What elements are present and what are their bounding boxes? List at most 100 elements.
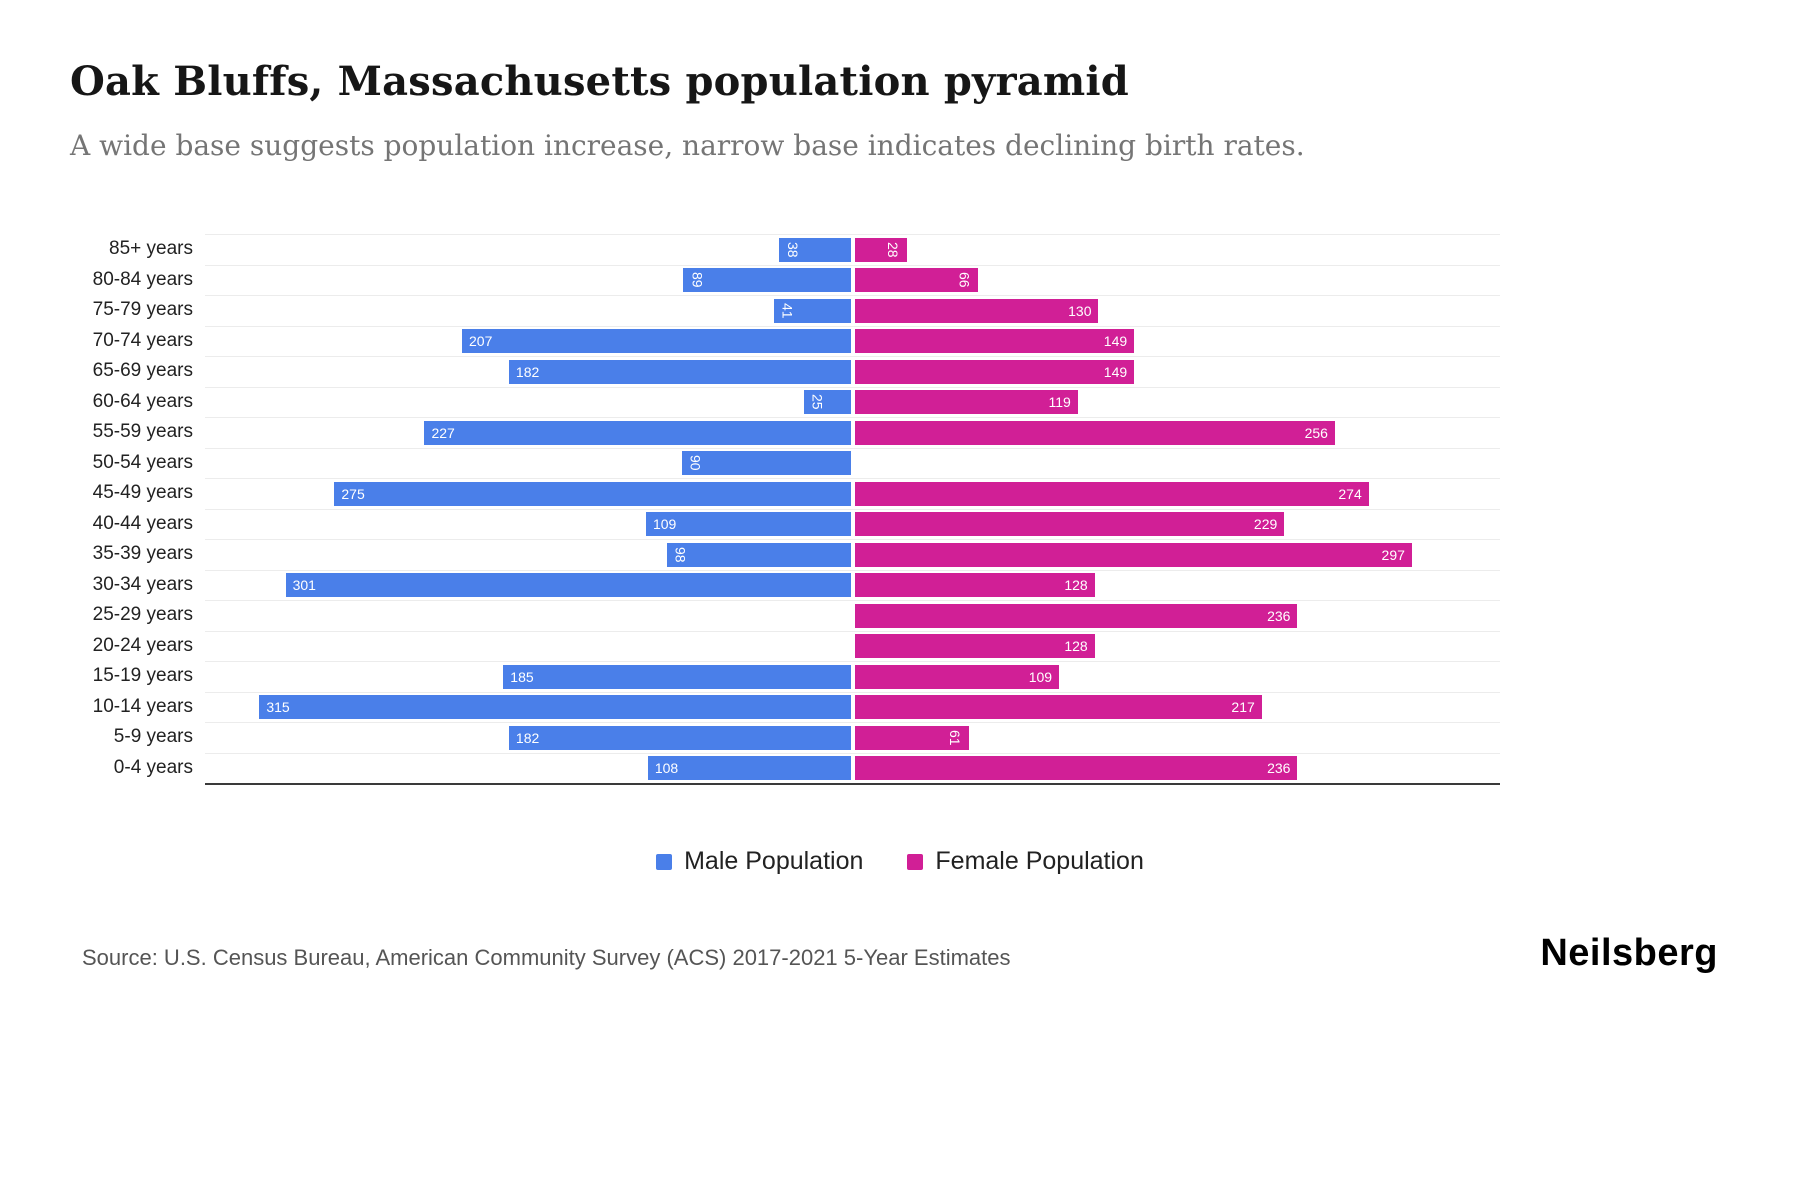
male-bar: 41 [773,298,851,323]
male-half: 98 [205,540,853,570]
male-half: 41 [205,296,853,326]
bar-value-label: 28 [885,241,902,258]
male-legend-label: Male Population [684,847,864,875]
female-bar: 109 [854,664,1060,689]
chart-row: 20-24 years 128 [70,630,1501,662]
row-plot: 98 297 [205,539,1500,570]
bar-value-label: 108 [654,760,679,777]
male-bar: 301 [285,573,851,598]
bar-value-label: 227 [431,424,455,441]
female-bar: 149 [854,329,1135,354]
source-text: Source: U.S. Census Bureau, American Com… [82,945,1011,970]
row-plot: 185 109 [205,661,1500,692]
row-plot: 236 [205,600,1500,631]
chart-row: 40-44 years 109 229 [70,508,1501,540]
bar-value-label: 182 [515,363,540,380]
chart-row: 45-49 years 275 274 [70,478,1500,509]
male-bar: 182 [508,725,851,750]
female-half: 66 [853,266,1501,296]
chart-row: 65-69 years 182 149 [70,356,1500,387]
bar-value-label: 315 [266,699,290,716]
row-plot: 25 119 [205,386,1500,418]
male-bar: 227 [424,420,851,445]
bar-value-label: 256 [1304,424,1328,441]
male-legend-swatch [656,853,673,870]
male-half: 227 [205,418,853,448]
female-half: 128 [853,632,1501,662]
bar-value-label: 66 [956,272,973,289]
chart-legend: Male Population Female Population [70,847,1730,876]
female-legend-label: Female Population [935,847,1144,875]
male-half: 182 [205,723,853,753]
female-legend-swatch [907,853,924,870]
male-half: 89 [205,266,853,296]
age-group-label: 35-39 years [92,543,193,565]
bar-value-label: 236 [1267,607,1291,624]
row-plot: 301 128 [205,569,1500,601]
male-bar: 185 [503,664,851,689]
female-half: 217 [853,693,1501,723]
male-bar: 315 [259,695,851,720]
female-bar: 229 [854,512,1285,537]
male-half: 90 [205,449,853,479]
bar-value-label: 301 [292,577,316,594]
female-half: 149 [853,357,1501,387]
page-title: Oak Bluffs, Massachusetts population pyr… [70,58,1129,105]
age-group-label: 65-69 years [92,360,193,382]
neilsberg-logo: Neilsberg [1540,932,1718,974]
age-group-label: 20-24 years [92,634,193,656]
male-half: 109 [205,510,853,540]
bar-value-label: 185 [510,668,534,685]
legend-item-female: Female Population [907,847,1144,876]
age-group-label: 75-79 years [92,299,193,321]
row-plot: 315 217 [205,691,1501,723]
row-plot: 90 [205,447,1500,479]
bar-value-label: 109 [652,516,677,533]
footer: Source: U.S. Census Bureau, American Com… [70,932,1730,975]
female-bar: 274 [854,481,1369,506]
female-half: 229 [853,510,1501,540]
male-bar: 98 [666,542,851,567]
bar-value-label: 128 [1064,638,1088,655]
female-half: 297 [853,540,1501,570]
male-bar: 109 [645,512,851,537]
female-bar: 149 [854,359,1135,384]
age-group-label: 10-14 years [92,695,193,717]
chart-row: 75-79 years 41 130 [70,295,1500,326]
age-group-label: 5-9 years [113,726,193,748]
male-half: 207 [205,327,853,357]
male-bar: 90 [681,451,851,476]
female-bar: 61 [854,725,969,750]
age-group-label: 40-44 years [92,512,193,534]
chart-row: 35-39 years 98 297 [70,539,1500,570]
chart-row: 25-29 years 236 [70,600,1500,631]
bar-value-label: 275 [341,485,365,502]
chart-row: 60-64 years 25 119 [70,386,1500,418]
female-bar: 128 [854,573,1095,598]
female-bar: 256 [854,420,1335,445]
male-half: 38 [205,235,853,265]
bar-value-label: 217 [1231,699,1255,716]
row-plot: 41 130 [205,295,1500,326]
chart-row: 10-14 years 315 217 [70,691,1501,723]
female-half: 28 [853,235,1501,265]
male-bar: 182 [508,359,851,384]
female-half: 149 [853,327,1501,357]
age-group-label: 0-4 years [113,756,193,778]
male-bar: 207 [462,329,851,354]
female-half: 256 [853,418,1501,448]
female-half: 61 [853,723,1501,753]
chart-row: 85+ years 38 28 [70,234,1500,265]
row-plot: 89 66 [205,264,1501,296]
age-group-label: 30-34 years [92,573,193,595]
row-plot: 182 61 [205,722,1500,753]
bar-value-label: 89 [689,272,706,289]
row-plot: 207 149 [205,325,1501,357]
age-group-label: 25-29 years [92,604,193,626]
bar-value-label: 119 [1048,394,1071,411]
male-half: 275 [205,479,853,509]
bar-value-label: 98 [672,546,689,563]
bar-value-label: 149 [1103,333,1128,350]
female-bar: 297 [854,542,1412,567]
male-half: 315 [205,693,853,723]
